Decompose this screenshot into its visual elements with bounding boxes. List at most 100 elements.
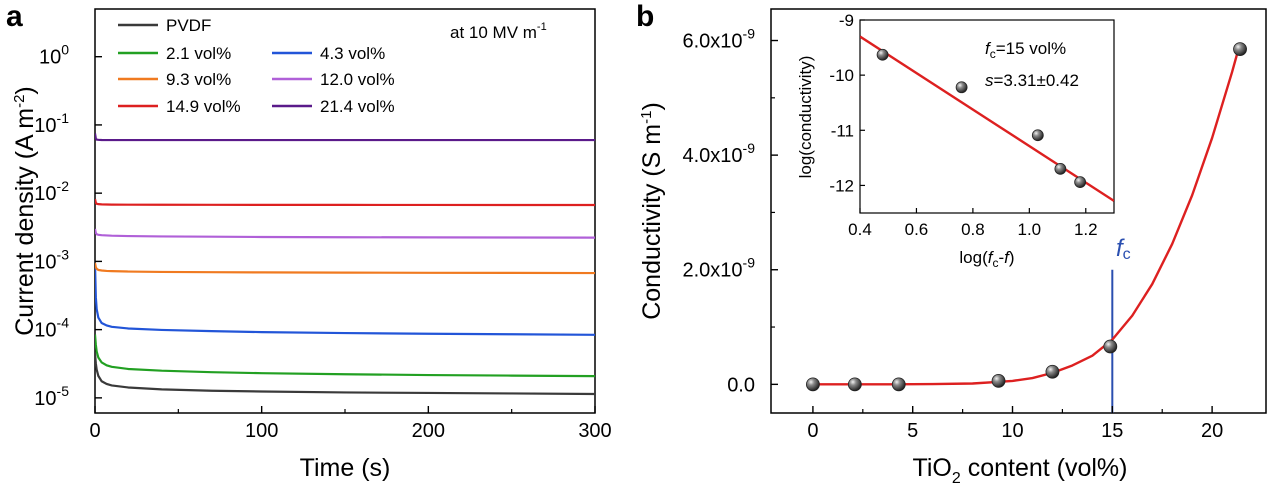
panel-a-ytick-label-2: 10-3 [34,246,69,273]
panel-a-series-line-3 [95,262,595,275]
panel-b: b 0 5 10 15 200.02.0x10-94.0x10-96.0x10-9 fc… [636,0,1267,487]
panel-b-ylabel-main: Conductivity (S m [638,124,666,320]
panel-a-condition-label: at 10 MV m-1 [450,21,547,42]
panel-a-series-line-5 [95,198,595,207]
inset-data-point-1 [955,81,968,94]
inset-s-annotation: s=3.31±0.42 [985,71,1079,90]
inset-data-point-0 [876,48,889,61]
panel-b-xtick-label-0: 0 [807,420,818,442]
inset-fc-italic: f [985,39,992,58]
panel-a-ytick-label-base: 10 [34,320,56,342]
panel-a-ytick-label-exp: -3 [57,246,70,262]
panel-a-ytick-label-base: 10 [34,115,56,137]
panel-b-ylabel-sup: -1 [638,111,655,124]
panel-b-data-point-4 [1045,364,1060,379]
panel-a-series-line-2 [95,264,595,336]
inset-data-point-4 [1074,176,1087,189]
panel-b-ytick-label-sup: -9 [743,140,756,156]
panel-b-ytick-label-2: 4.0x10-9 [682,140,755,167]
panel-a-series-line-1 [95,334,595,378]
panel-a-xtick-label-0: 0 [89,420,100,442]
inset-ytick-label-0: -12 [829,176,854,195]
inset-xlabel: log(fc-f) [959,248,1014,270]
inset-ytick-label-3: -9 [839,11,854,30]
inset-plot-frame [859,19,1115,214]
panel-a-ytick-label-exp: -2 [57,178,70,194]
inset-lines-group [860,35,1114,202]
panel-b-data-point-0 [806,377,820,392]
panel-b-data-point-6 [1233,42,1247,57]
panel-a-ytick-label-5: 100 [39,42,69,69]
panel-b-ytick-label-sup: -9 [743,26,756,42]
panel-b-ytick-label-main: 6.0x10 [682,31,742,53]
inset-xlabel-pre: log( [959,248,988,267]
panel-b-ytick-label-1: 2.0x10-9 [682,255,755,282]
inset-xtick-label-2: 0.8 [961,220,985,239]
panel-b-ytick-label-main: 2.0x10 [682,260,742,282]
inset-axes-group: 0.4 0.6 0.8 1.0 1.2 -12 -11 -10 -9 [829,11,1097,239]
panel-a-ytick-label-base: 10 [34,388,56,410]
inset-xlabel-f1: f [988,248,995,267]
panel-a-ylabel-main: Current density (A m [11,108,39,336]
panel-b-fit-curve [812,43,1242,386]
panel-a-ytick-label-4: 10-1 [34,110,69,137]
panel-b-points-group [806,42,1247,392]
legend-label-2: 4.3 vol% [320,44,385,63]
inset-xlabel-mid: - [999,248,1005,267]
panel-b-ytick-label-main: 4.0x10 [682,145,742,167]
panel-b-axes-group: 0 5 10 15 200.02.0x10-94.0x10-96.0x10-9 [682,26,1223,442]
inset-xtick-label-3: 1.0 [1018,220,1042,239]
panel-a-ylabel-end: ) [11,86,39,94]
panel-b-ytick-label-0: 0.0 [727,374,755,396]
inset-points-group [876,48,1087,189]
panel-b-xtick-label-3: 15 [1101,420,1123,442]
panel-a-xtick-label-3: 300 [578,420,611,442]
panel-a-ylabel-sup: -2 [11,95,28,108]
panel-a-ytick-label-base: 10 [34,183,56,205]
panel-b-ytick-label-main: 0.0 [727,374,755,396]
panel-b-ylabel: Conductivity (S m-1) [638,102,666,320]
panel-a-xtick-label-1: 100 [245,420,278,442]
panel-a-ytick-label-exp: -5 [57,383,70,399]
panel-a-ytick-label-1: 10-4 [34,315,69,342]
legend-label-0: PVDF [166,16,211,35]
panel-b-data-point-2 [891,377,906,392]
panel-b-xlabel-main: TiO [913,454,952,482]
panel-b-data-point-1 [847,377,862,392]
panel-b-xlabel-sub: 2 [952,470,961,487]
inset-data-point-2 [1031,129,1044,142]
inset-data-point-3 [1054,162,1067,175]
panel-b-ytick-label-sup: -9 [743,255,756,271]
panel-b-plot-frame [770,8,1267,414]
panel-a-legend-entries: PVDF 2.1 vol% 4.3 vol% 9.3 vol% 12.0 vol% 14.… [118,16,395,116]
panel-a-series-line-6 [95,133,595,142]
inset-ytick-label-1: -11 [831,121,854,140]
legend-label-6: 21.4 vol% [320,97,395,116]
condition-label-sup: -1 [537,21,547,33]
panel-b-data-point-5 [1103,339,1118,354]
inset-s-italic: s [985,71,994,90]
inset-fit-line [860,35,1114,202]
panel-a-ytick-label-exp: -4 [57,315,70,331]
panel-b-xlabel: TiO2 content (vol%) [913,454,1128,487]
inset-ytick-label-2: -10 [829,66,854,85]
panel-a-ytick-label-0: 10-5 [34,383,69,410]
inset-fc-sub: c [990,47,996,61]
inset-fc-annotation: fc=15 vol% [985,39,1066,61]
panel-b-fc-label: fc [1116,235,1131,263]
condition-label-main: at 10 MV m [450,23,537,42]
legend-label-4: 12.0 vol% [320,70,395,89]
panel-b-ytick-label-3: 6.0x10-9 [682,26,755,53]
panel-b-xtick-label-2: 10 [1001,420,1023,442]
inset-xlabel-f2: f [1004,248,1011,267]
panel-a-ytick-label-exp: -1 [57,110,70,126]
inset-xtick-label-4: 1.2 [1074,220,1098,239]
panel-a-ytick-label-base: 10 [34,251,56,273]
panel-a-ylabel: Current density (A m-2) [11,86,39,336]
inset-s-value: =3.31±0.42 [994,71,1079,90]
inset-xlabel-sub: c [993,256,999,270]
panel-a-xlabel: Time (s) [300,454,391,482]
panel-b-xlabel-end: content (vol%) [961,454,1128,482]
